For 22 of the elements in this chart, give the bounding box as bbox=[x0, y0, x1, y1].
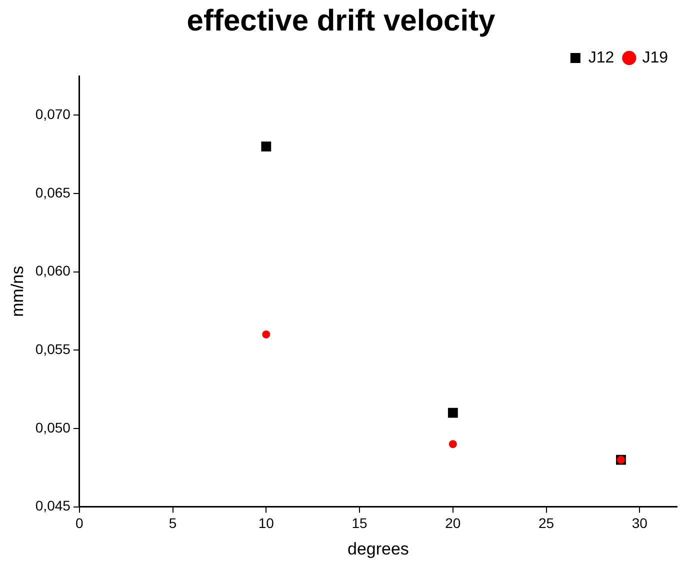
y-tick-label: 0,065 bbox=[35, 184, 71, 200]
point bbox=[262, 330, 270, 338]
legend-label: J19 bbox=[642, 49, 668, 66]
point bbox=[448, 440, 457, 448]
x-tick-label: 25 bbox=[538, 515, 554, 532]
x-tick-label: 0 bbox=[76, 515, 84, 532]
y-tick-label: 0,050 bbox=[35, 419, 71, 436]
y-tick-label: 0,060 bbox=[35, 262, 71, 279]
x-axis-title: degrees bbox=[348, 539, 409, 558]
x-tick-label: 5 bbox=[168, 515, 177, 532]
y-tick-label: 0,045 bbox=[35, 498, 71, 514]
point bbox=[448, 408, 458, 418]
x-tick-label: 30 bbox=[632, 515, 648, 532]
y-axis-title: mm/ns bbox=[8, 266, 27, 317]
x-tick-label: 15 bbox=[352, 515, 368, 532]
y-tick-label: 0,070 bbox=[35, 106, 71, 122]
x-tick-label: 20 bbox=[445, 515, 461, 532]
x-tick-label: 10 bbox=[258, 515, 274, 532]
chart-title: effective drift velocity bbox=[186, 4, 496, 38]
y-tick-label: 0,055 bbox=[35, 341, 71, 358]
point bbox=[261, 142, 272, 152]
legend-label: J12 bbox=[588, 49, 614, 66]
